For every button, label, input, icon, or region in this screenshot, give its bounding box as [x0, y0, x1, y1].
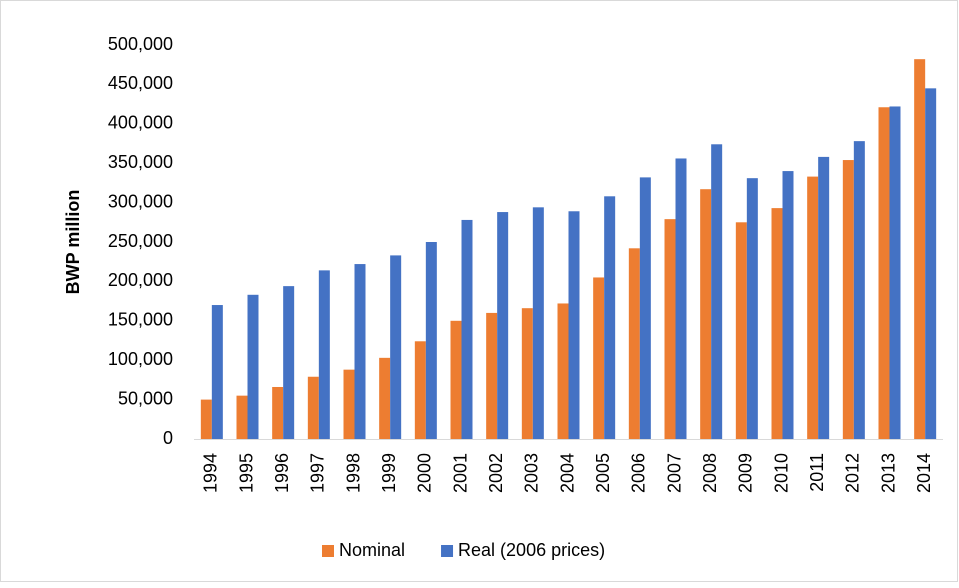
- x-tick-label: 2012: [843, 453, 863, 493]
- y-axis-title: BWP million: [63, 190, 83, 295]
- bar: [486, 312, 498, 439]
- x-tick-label: 1997: [308, 453, 328, 493]
- bar: [878, 107, 890, 439]
- bar: [639, 177, 651, 439]
- bar: [379, 357, 391, 439]
- y-tick-label: 400,000: [108, 113, 173, 133]
- bar: [532, 207, 544, 439]
- bar: [664, 219, 676, 439]
- y-tick-label: 250,000: [108, 231, 173, 251]
- y-tick-label: 100,000: [108, 349, 173, 369]
- x-tick-label: 2011: [807, 453, 827, 492]
- x-tick-label: 2003: [522, 453, 542, 493]
- bar: [414, 341, 426, 439]
- y-tick-label: 200,000: [108, 270, 173, 290]
- bar: [853, 141, 865, 440]
- bar: [842, 160, 854, 439]
- x-tick-label: 2000: [415, 453, 435, 493]
- y-tick-label: 50,000: [118, 388, 173, 408]
- legend-swatch: [441, 545, 454, 557]
- x-tick-label: 2013: [878, 453, 898, 493]
- x-tick-label: 2002: [486, 453, 506, 493]
- bar: [746, 178, 758, 439]
- bar: [593, 277, 605, 439]
- bar: [390, 255, 402, 439]
- x-tick-label: 1994: [201, 453, 221, 493]
- bar: [628, 248, 640, 439]
- bar: [343, 369, 355, 439]
- x-tick-label: 2007: [664, 453, 684, 493]
- bar: [272, 386, 284, 439]
- x-tick-label: 1998: [343, 453, 363, 493]
- bar: [568, 211, 580, 439]
- bar: [818, 156, 830, 439]
- x-tick-label: 2006: [629, 453, 649, 493]
- bar: [604, 196, 616, 439]
- y-tick-label: 450,000: [108, 73, 173, 93]
- x-tick-label: 2001: [450, 453, 470, 493]
- x-tick-label: 1995: [236, 453, 256, 493]
- bar: [557, 303, 569, 439]
- bar: [675, 158, 687, 440]
- bar: [247, 294, 259, 439]
- bar: [735, 222, 747, 439]
- y-tick-label: 0: [163, 428, 173, 448]
- x-tick-label: 2014: [914, 453, 934, 493]
- y-tick-label: 350,000: [108, 152, 173, 172]
- bar: [711, 144, 723, 439]
- bar: [461, 219, 473, 439]
- x-tick-label: 2010: [771, 453, 791, 493]
- legend-label: Real (2006 prices): [458, 540, 605, 560]
- bar: [450, 320, 462, 439]
- bar: [700, 189, 712, 439]
- bar: [425, 242, 437, 439]
- bar: [307, 376, 319, 439]
- bar: [283, 286, 295, 439]
- y-tick-label: 150,000: [108, 310, 173, 330]
- x-tick-label: 2004: [557, 453, 577, 493]
- bar: [354, 264, 366, 439]
- bar: [914, 59, 926, 440]
- bar: [521, 308, 533, 439]
- bar: [200, 399, 212, 439]
- bar: [318, 270, 330, 439]
- x-tick-label: 2009: [736, 453, 756, 493]
- legend-swatch: [322, 545, 334, 557]
- bar: [925, 88, 937, 439]
- x-tick-label: 2008: [700, 453, 720, 493]
- x-tick-label: 2005: [593, 453, 613, 493]
- y-tick-label: 500,000: [108, 34, 173, 54]
- legend-label: Nominal: [339, 540, 405, 560]
- x-tick-label: 1996: [272, 453, 292, 493]
- y-tick-label: 300,000: [108, 191, 173, 211]
- bar: [497, 212, 509, 439]
- bar: [211, 305, 223, 439]
- bar: [807, 176, 819, 439]
- bar: [771, 208, 783, 439]
- bar: [236, 395, 248, 439]
- x-tick-label: 1999: [379, 453, 399, 493]
- bar: [889, 106, 901, 440]
- bar: [782, 171, 794, 439]
